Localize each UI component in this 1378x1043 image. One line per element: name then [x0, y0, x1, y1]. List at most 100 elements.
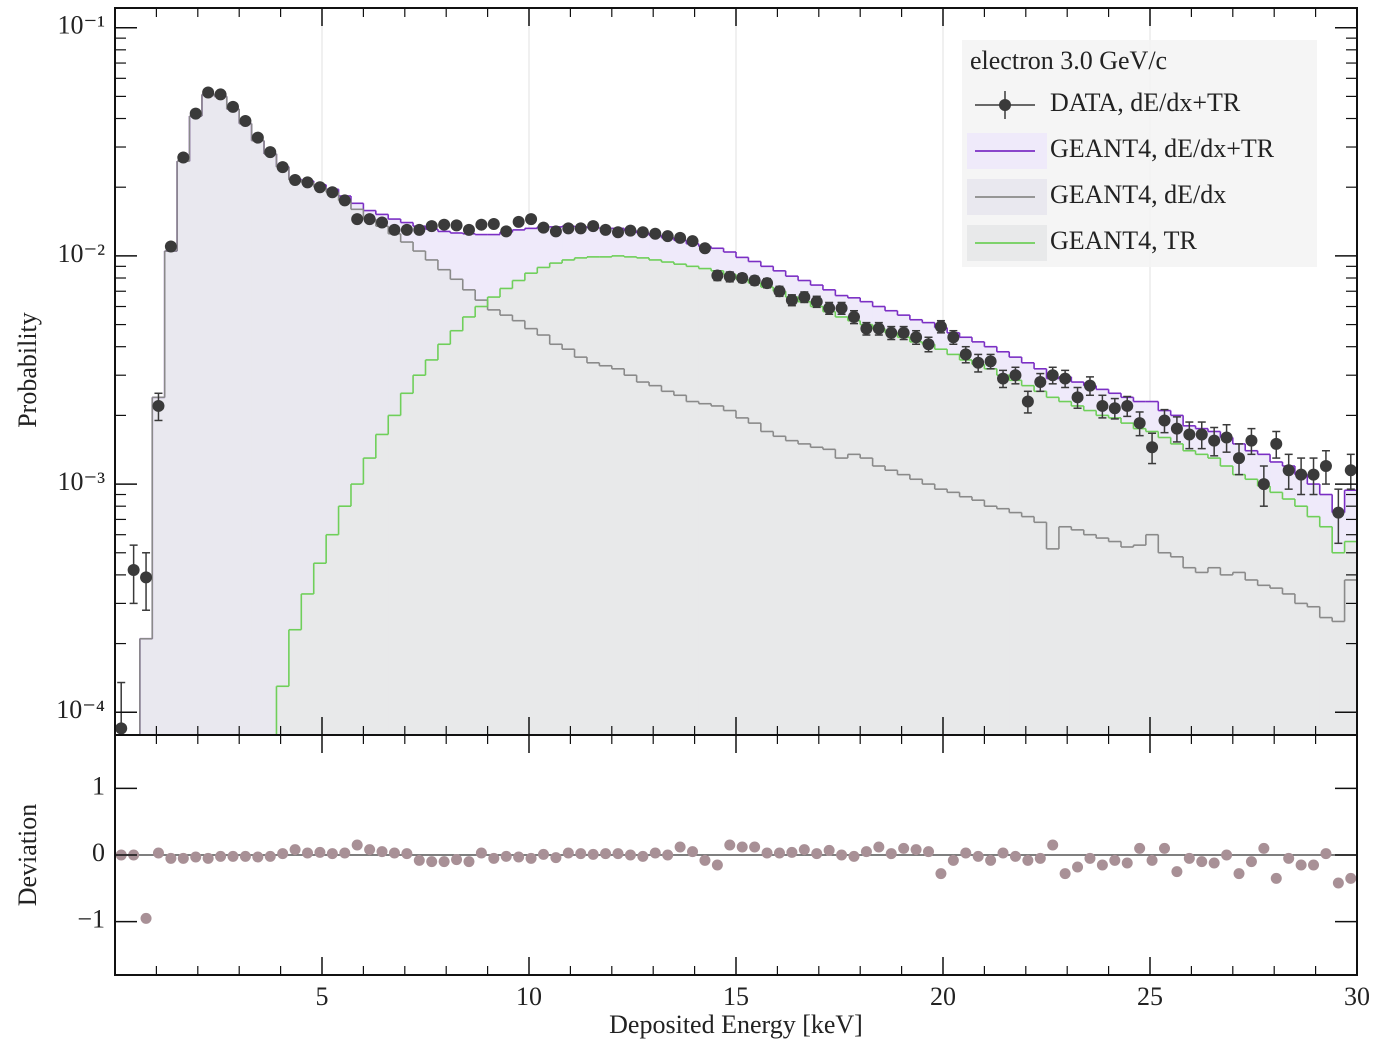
data-point [885, 326, 898, 339]
data-point [326, 186, 339, 199]
deviation-point [202, 852, 214, 864]
histogram-fill [475, 306, 489, 735]
histogram-fill [1145, 431, 1159, 735]
deviation-point [687, 846, 699, 858]
deviation-point [239, 850, 251, 862]
deviation-point [1270, 872, 1282, 884]
histogram-fill [487, 297, 501, 735]
histogram-fill [798, 301, 812, 735]
legend-marker [999, 99, 1011, 111]
deviation-point [1109, 854, 1121, 866]
deviation-point [947, 854, 959, 866]
deviation-point [873, 841, 885, 853]
data-point [860, 322, 873, 335]
histogram-fill [1344, 541, 1357, 735]
data-point [835, 302, 848, 315]
histogram-fill [251, 140, 265, 735]
deviation-point [997, 847, 1009, 859]
histogram-fill [500, 288, 513, 735]
data-point [1183, 428, 1196, 441]
data-point [1096, 399, 1109, 412]
histogram-fill [810, 306, 824, 735]
data-point [785, 294, 798, 307]
deviation-point [972, 850, 984, 862]
data-point [736, 272, 749, 285]
data-point [152, 399, 165, 412]
x-tick-label: 25 [1137, 982, 1163, 1011]
deviation-point [1134, 842, 1146, 854]
data-point [1220, 431, 1233, 444]
x-tick-label: 20 [930, 982, 956, 1011]
data-point [587, 220, 600, 233]
histogram-fill [276, 686, 290, 735]
deviation-point [376, 846, 388, 858]
histogram-fill [164, 251, 178, 735]
deviation-point [550, 852, 562, 864]
histogram-fill [313, 563, 327, 735]
legend-label: GEANT4, dE/dx+TR [1050, 134, 1275, 163]
data-point [525, 213, 538, 226]
deviation-point [264, 850, 276, 862]
deviation-point [475, 847, 487, 859]
histogram-fill [1096, 415, 1110, 735]
histogram-fill [574, 257, 588, 735]
histogram-fill [1232, 474, 1246, 735]
histogram-fill [1282, 499, 1296, 735]
histogram-fill [425, 359, 439, 735]
data-point [947, 331, 960, 344]
legend-label: GEANT4, TR [1050, 226, 1198, 255]
deviation-point [649, 847, 661, 859]
y-tick-label: 10⁻³ [57, 467, 105, 496]
deviation-point [823, 844, 835, 856]
data-point [487, 217, 500, 230]
deviation-point [1221, 849, 1233, 861]
data-point [289, 174, 302, 187]
data-point [649, 227, 662, 240]
histogram-fill [288, 629, 302, 735]
histogram-fill [586, 256, 600, 735]
y-axis-label: Probability [13, 312, 42, 428]
deviation-point [724, 839, 736, 851]
deviation-point [463, 856, 475, 868]
data-point [537, 221, 550, 234]
deviation-point [177, 852, 189, 864]
histogram-fill [822, 311, 836, 735]
data-point [562, 222, 575, 235]
data-point [698, 242, 711, 255]
y-tick-label: 1 [92, 771, 105, 800]
deviation-point [339, 847, 351, 859]
deviation-point [674, 841, 686, 853]
data-point [1344, 464, 1357, 477]
deviation-point [1121, 857, 1133, 869]
data-point [301, 176, 314, 189]
data-point [438, 218, 451, 231]
data-point [1295, 468, 1308, 481]
histogram-fill [201, 94, 215, 735]
deviation-point [600, 848, 612, 860]
deviation-point [935, 868, 947, 880]
deviation-point [537, 848, 549, 860]
deviation-point [898, 842, 910, 854]
data-point [413, 223, 426, 236]
histogram-fill [226, 109, 240, 735]
histogram-fill [785, 297, 799, 735]
data-point [1046, 369, 1059, 382]
histogram-fill [1207, 458, 1221, 735]
deviation-point [289, 844, 301, 856]
data-point [189, 107, 202, 120]
deviation-point [252, 851, 264, 863]
data-point [674, 231, 687, 244]
data-point [748, 274, 761, 287]
data-point [226, 100, 239, 113]
deviation-point [1034, 852, 1046, 864]
deviation-point [1072, 861, 1084, 873]
deviation-point [575, 848, 587, 860]
deviation-point [227, 850, 239, 862]
data-point [351, 213, 364, 226]
histogram-fill [1133, 428, 1147, 735]
data-point [264, 146, 277, 159]
data-point [425, 220, 438, 233]
deviation-point [302, 847, 314, 859]
deviation-point [1295, 859, 1307, 871]
